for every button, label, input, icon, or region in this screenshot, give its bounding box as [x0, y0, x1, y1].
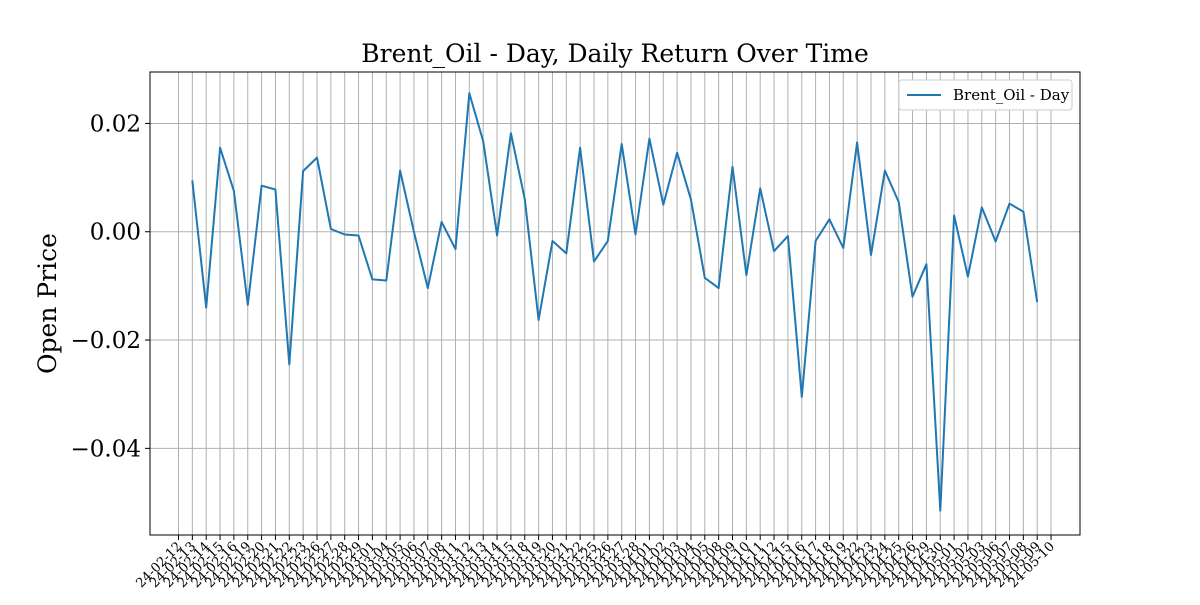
data-point	[939, 510, 941, 512]
data-point	[538, 319, 540, 321]
data-point	[787, 235, 789, 237]
data-point	[191, 179, 193, 181]
data-point	[704, 277, 706, 279]
data-point	[455, 248, 457, 250]
data-point	[358, 235, 360, 237]
data-point	[233, 190, 235, 192]
data-point	[565, 252, 567, 254]
data-point	[579, 147, 581, 149]
data-point	[1036, 301, 1038, 303]
data-point	[621, 143, 623, 145]
data-point	[856, 141, 858, 143]
data-point	[967, 276, 969, 278]
data-point	[884, 170, 886, 172]
grid	[150, 72, 1080, 535]
data-point	[371, 278, 373, 280]
data-point	[773, 250, 775, 252]
series-line	[191, 92, 1039, 512]
data-point	[842, 247, 844, 249]
data-point	[898, 201, 900, 203]
legend: Brent_Oil - Day	[898, 79, 1073, 111]
data-point	[676, 152, 678, 154]
data-point	[496, 235, 498, 237]
data-point	[662, 204, 664, 206]
data-point	[690, 198, 692, 200]
y-tick-label: 0.00	[90, 220, 141, 246]
data-point	[399, 170, 401, 172]
data-point	[482, 140, 484, 142]
data-point	[510, 132, 512, 134]
chart-title: Brent_Oil - Day, Daily Return Over Time	[361, 39, 869, 68]
data-point	[815, 240, 817, 242]
data-point	[344, 233, 346, 235]
data-point	[261, 185, 263, 187]
data-point	[441, 221, 443, 223]
data-point	[870, 254, 872, 256]
data-point	[468, 92, 470, 94]
data-point	[718, 287, 720, 289]
data-point	[801, 396, 803, 398]
data-point	[247, 304, 249, 306]
legend-box	[898, 79, 1073, 111]
data-point	[981, 206, 983, 208]
data-point	[953, 215, 955, 217]
series-layer	[191, 92, 1039, 512]
data-point	[413, 231, 415, 233]
data-point	[524, 198, 526, 200]
data-point	[288, 363, 290, 365]
legend-label: Brent_Oil - Day	[953, 86, 1070, 104]
data-point	[316, 157, 318, 159]
data-point	[635, 233, 637, 235]
y-tick-label: −0.04	[71, 436, 141, 462]
data-point	[427, 287, 429, 289]
x-axis: 24-02-1224-02-1324-02-1424-02-1524-02-16…	[133, 535, 1058, 591]
data-point	[759, 187, 761, 189]
data-point	[912, 296, 914, 298]
data-point	[302, 170, 304, 172]
data-point	[995, 240, 997, 242]
y-axis: 0.02 0.00 −0.02 −0.04	[71, 111, 150, 462]
data-point	[648, 138, 650, 140]
y-axis-label: Open Price	[33, 233, 62, 374]
data-point	[732, 166, 734, 168]
data-point	[551, 240, 553, 242]
data-point	[607, 240, 609, 242]
data-point	[330, 228, 332, 230]
y-tick-label: 0.02	[90, 111, 141, 137]
data-point	[385, 279, 387, 281]
data-point	[1009, 203, 1011, 205]
data-point	[1022, 211, 1024, 213]
data-point	[274, 189, 276, 191]
data-point	[828, 218, 830, 220]
data-point	[205, 307, 207, 309]
plot-frame	[149, 71, 1081, 536]
data-point	[925, 263, 927, 265]
data-point	[219, 147, 221, 149]
y-tick-label: −0.02	[71, 328, 141, 354]
data-point	[593, 261, 595, 263]
data-point	[745, 274, 747, 276]
